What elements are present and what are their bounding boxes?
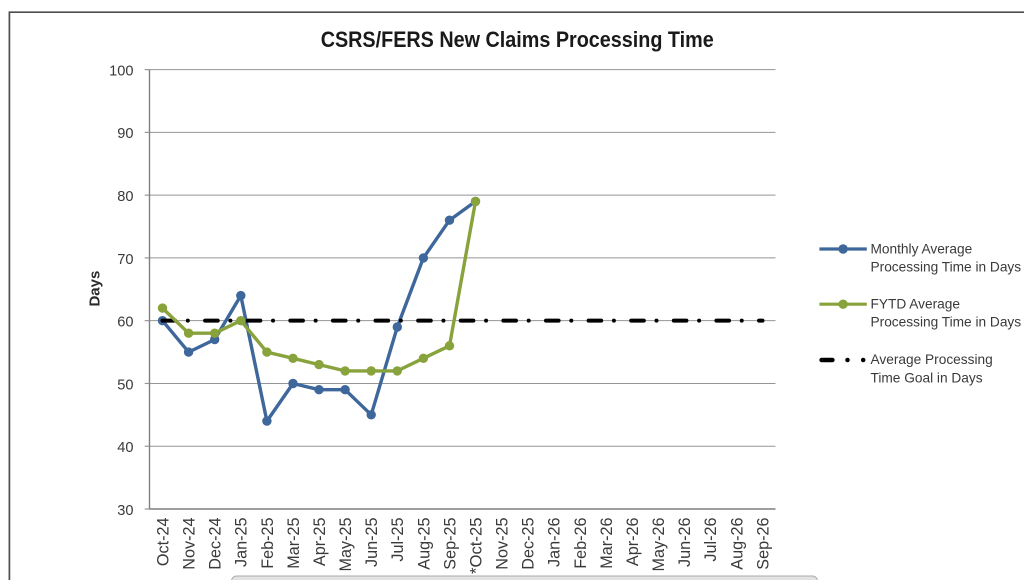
svg-text:Aug-25: Aug-25	[415, 518, 433, 570]
svg-text:Jun-25: Jun-25	[363, 518, 381, 568]
svg-text:Sep-26: Sep-26	[754, 518, 772, 570]
svg-text:May-26: May-26	[650, 518, 668, 572]
svg-text:Dec-25: Dec-25	[520, 518, 538, 570]
svg-text:30: 30	[117, 503, 133, 519]
svg-text:Dec-24: Dec-24	[207, 518, 225, 570]
svg-text:Processing Time in Days: Processing Time in Days	[871, 315, 1022, 330]
svg-text:Days: Days	[86, 271, 103, 307]
svg-text:Jul-25: Jul-25	[389, 518, 407, 562]
svg-text:Jul-26: Jul-26	[702, 518, 720, 562]
svg-text:Apr-26: Apr-26	[624, 518, 642, 567]
svg-text:Aug-26: Aug-26	[728, 518, 746, 570]
svg-text:Sep-25: Sep-25	[441, 518, 459, 570]
svg-text:50: 50	[117, 377, 133, 393]
svg-text:100: 100	[109, 63, 133, 79]
svg-text:Jan-25: Jan-25	[233, 518, 251, 568]
svg-text:Jun-26: Jun-26	[676, 518, 694, 568]
svg-text:Oct-24: Oct-24	[154, 518, 172, 567]
svg-text:60: 60	[117, 315, 133, 331]
svg-text:CSRS/FERS New Claims Processin: CSRS/FERS New Claims Processing Time	[321, 27, 714, 52]
svg-text:Mar-25: Mar-25	[285, 518, 303, 569]
svg-text:Apr-25: Apr-25	[311, 518, 329, 567]
svg-text:FYTD Average: FYTD Average	[871, 296, 961, 311]
svg-text:Nov-24: Nov-24	[181, 518, 199, 570]
svg-text:Mar-26: Mar-26	[598, 518, 616, 569]
svg-text:Average Processing: Average Processing	[871, 352, 993, 367]
svg-text:Jan-26: Jan-26	[546, 518, 564, 568]
svg-text:Time Goal in Days: Time Goal in Days	[871, 370, 983, 385]
svg-text:Processing Time in Days: Processing Time in Days	[871, 259, 1022, 274]
svg-text:*Oct-25: *Oct-25	[467, 518, 485, 575]
svg-text:40: 40	[117, 440, 133, 456]
svg-text:Feb-26: Feb-26	[572, 518, 590, 569]
svg-text:Feb-25: Feb-25	[259, 518, 277, 569]
svg-text:Nov-25: Nov-25	[494, 518, 512, 570]
svg-text:90: 90	[117, 126, 133, 142]
svg-text:May-25: May-25	[337, 518, 355, 572]
svg-text:Monthly Average: Monthly Average	[871, 241, 973, 256]
svg-text:70: 70	[117, 252, 133, 268]
svg-text:80: 80	[117, 189, 133, 205]
